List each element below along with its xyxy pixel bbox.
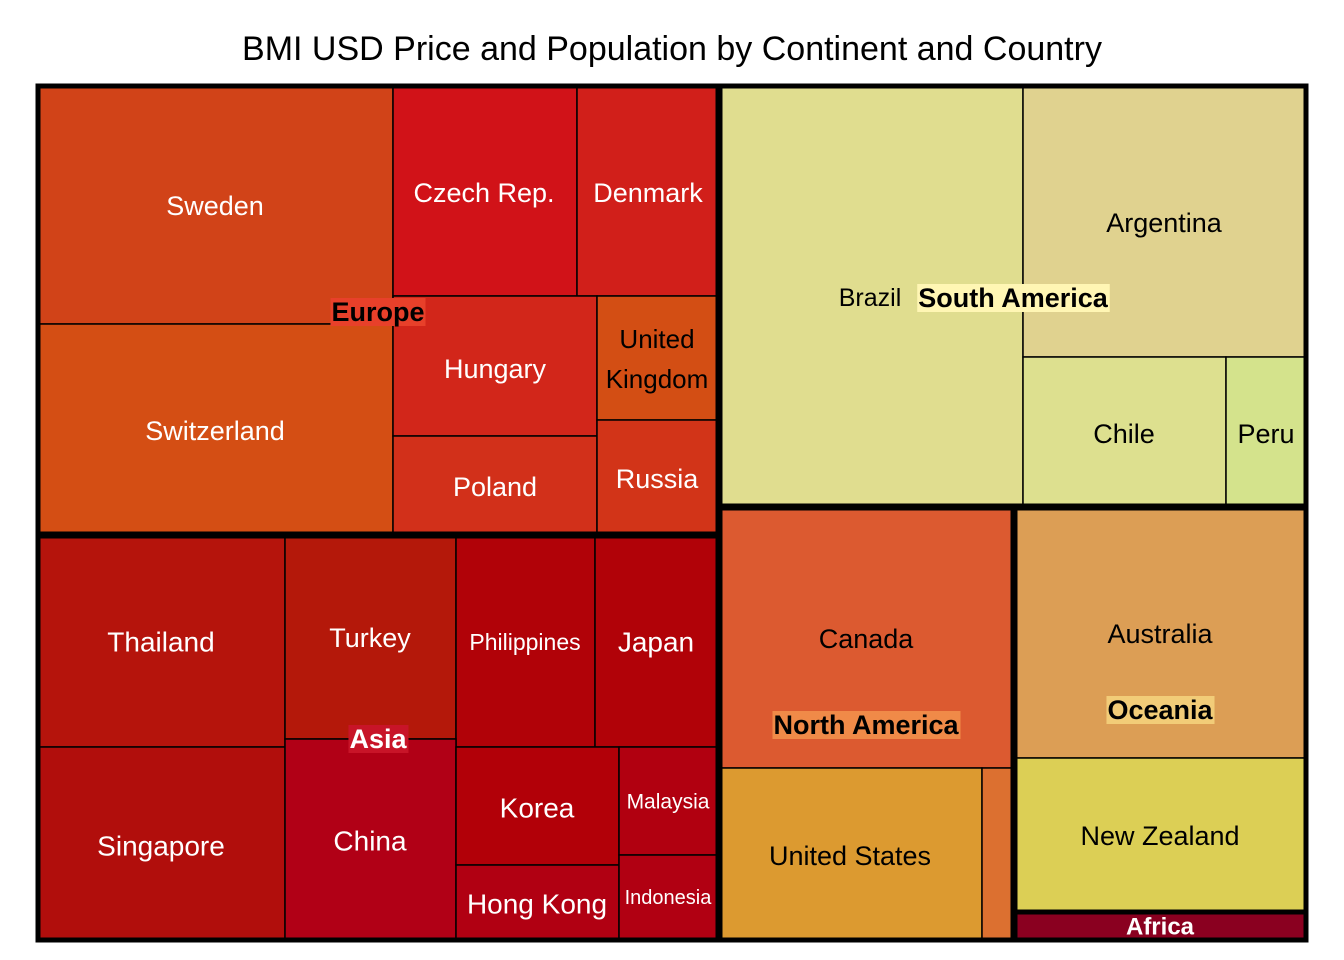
cell-czech-rep: [392, 85, 578, 297]
cell-sweden: [37, 85, 394, 325]
label-turkey: Turkey: [329, 623, 411, 653]
cell-hong-kong: [455, 864, 620, 941]
label-thailand: Thailand: [107, 627, 214, 658]
label-russia: Russia: [616, 464, 700, 494]
label-united-states: United States: [769, 841, 931, 871]
cell-philippines: [455, 535, 596, 748]
label-denmark: Denmark: [593, 178, 703, 208]
label-new-zealand: New Zealand: [1080, 821, 1239, 851]
cell-united-kingdom: [596, 295, 719, 421]
group-label-north-america: North America: [773, 710, 959, 740]
group-label-bg-europe: [330, 298, 426, 326]
cell-turkey: [284, 535, 457, 740]
label-canada: Canada: [819, 624, 915, 654]
label-czech-rep: Czech Rep.: [413, 178, 554, 208]
cell-china: [284, 738, 457, 941]
cell-new-zealand: [1014, 757, 1307, 913]
cell-switzerland: [37, 323, 394, 535]
label-chile: Chile: [1093, 419, 1155, 449]
label-hungary: Hungary: [444, 354, 547, 384]
label-australia: Australia: [1107, 619, 1213, 649]
group-label-bg-asia: [348, 725, 409, 753]
cell-russia: [596, 419, 719, 535]
label-japan: Japan: [618, 627, 694, 658]
cell-indonesia: [618, 854, 719, 941]
cell-singapore: [37, 746, 286, 941]
cell-north-america-unlabeled: [981, 767, 1014, 941]
group-label-bg-oceania: [1106, 696, 1215, 724]
label-united-kingdom: United Kingdom: [606, 324, 709, 394]
group-label-africa: Africa: [1126, 914, 1195, 941]
label-poland: Poland: [453, 472, 537, 502]
label-sweden: Sweden: [166, 191, 264, 221]
label-china: China: [333, 826, 407, 857]
label-peru: Peru: [1237, 419, 1294, 449]
label-switzerland: Switzerland: [145, 416, 285, 446]
cell-denmark: [576, 85, 719, 297]
label-malaysia: Malaysia: [627, 791, 710, 814]
group-label-oceania: Oceania: [1107, 695, 1213, 725]
label-indonesia: Indonesia: [625, 887, 713, 909]
cell-japan: [594, 535, 719, 748]
group-label-bg-north-america: [772, 711, 961, 739]
cell-thailand: [37, 535, 286, 748]
group-label-south-america: South America: [918, 283, 1109, 313]
group-label-asia: Asia: [349, 724, 407, 754]
label-philippines: Philippines: [469, 629, 580, 655]
cell-chile: [1022, 356, 1227, 507]
label-brazil: Brazil: [839, 284, 902, 312]
group-label-bg-south-america: [917, 284, 1110, 312]
group-africa-border: [1012, 909, 1309, 943]
label-hong-kong: Hong Kong: [467, 889, 607, 920]
chart-title: BMI USD Price and Population by Continen…: [242, 30, 1102, 68]
label-singapore: Singapore: [97, 831, 225, 862]
cell-united-states: [719, 767, 983, 941]
label-argentina: Argentina: [1106, 208, 1223, 238]
cell-korea: [455, 746, 620, 866]
label-korea: Korea: [500, 793, 575, 824]
group-label-europe: Europe: [331, 297, 424, 327]
cell-malaysia: [618, 746, 719, 856]
